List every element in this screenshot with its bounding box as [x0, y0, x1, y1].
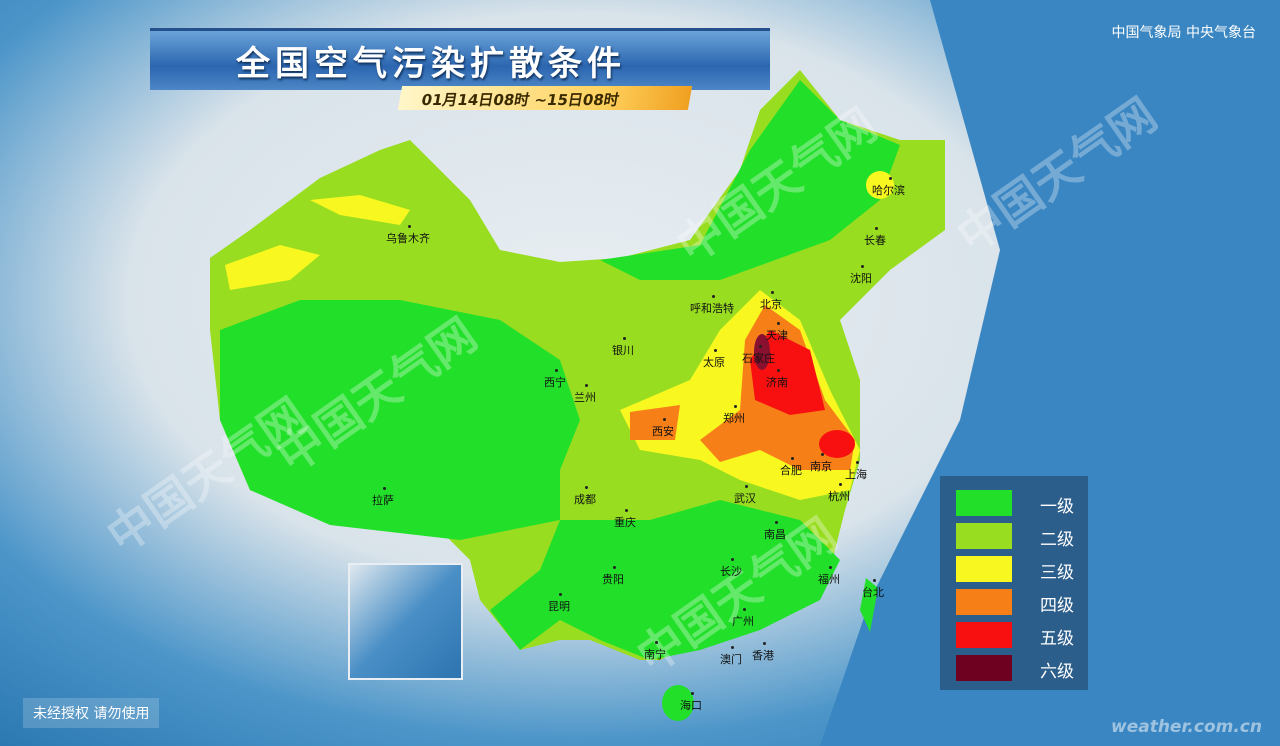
- city-label: 南京: [810, 453, 832, 473]
- legend-item: 二级: [956, 523, 1086, 550]
- city-label: 天津: [766, 322, 788, 342]
- legend-label: 一级: [1040, 497, 1074, 517]
- page-title: 全国空气污染扩散条件: [236, 44, 626, 84]
- region-level5-nanjing: [819, 430, 855, 458]
- city-label: 贵阳: [602, 566, 624, 586]
- city-label: 西安: [652, 418, 674, 438]
- region-level6: [754, 334, 770, 370]
- city-label: 澳门: [720, 646, 742, 666]
- city-label: 成都: [574, 486, 596, 506]
- city-label: 石家庄: [742, 345, 775, 365]
- city-label: 长春: [864, 227, 886, 247]
- legend-item: 六级: [956, 655, 1086, 682]
- region-level3-w: [225, 245, 320, 290]
- city-label: 沈阳: [850, 265, 872, 285]
- city-label: 重庆: [614, 509, 636, 529]
- city-label: 台北: [862, 579, 884, 599]
- site-watermark: weather.com.cn: [1111, 717, 1262, 737]
- city-label: 香港: [752, 642, 774, 662]
- legend-item: 三级: [956, 556, 1086, 583]
- legend-item: 五级: [956, 622, 1086, 649]
- city-label: 呼和浩特: [690, 295, 734, 315]
- city-label: 银川: [612, 337, 634, 357]
- city-label: 福州: [818, 566, 840, 586]
- legend-swatch: [956, 655, 1012, 681]
- region-level1-south: [490, 500, 840, 660]
- city-label: 长沙: [720, 558, 742, 578]
- city-label: 南宁: [644, 641, 666, 661]
- city-label: 乌鲁木齐: [386, 225, 430, 245]
- region-level3-nw: [310, 195, 410, 225]
- title-banner: [150, 28, 770, 90]
- legend-swatch: [956, 523, 1012, 549]
- legend-swatch: [956, 589, 1012, 615]
- city-label: 广州: [732, 608, 754, 628]
- legend-label: 六级: [1040, 662, 1074, 682]
- taiwan: [860, 578, 878, 632]
- city-label: 武汉: [734, 485, 756, 505]
- legend-label: 三级: [1040, 563, 1074, 583]
- city-label: 郑州: [723, 405, 745, 425]
- city-label: 拉萨: [372, 487, 394, 507]
- city-label: 上海: [845, 461, 867, 481]
- region-level1-west: [220, 300, 580, 540]
- legend: 一级二级三级四级五级六级: [940, 476, 1088, 690]
- date-range: 01月14日08时 ~15日08时: [397, 86, 693, 110]
- city-label: 济南: [766, 369, 788, 389]
- legend-label: 四级: [1040, 596, 1074, 616]
- copyright-notice: 未经授权 请勿使用: [23, 698, 160, 728]
- city-label: 哈尔滨: [872, 177, 905, 197]
- south-china-sea-inset: [348, 563, 463, 680]
- city-label: 兰州: [574, 384, 596, 404]
- legend-item: 四级: [956, 589, 1086, 616]
- legend-swatch: [956, 556, 1012, 582]
- region-level3-ne: [866, 171, 894, 199]
- city-label: 昆明: [548, 593, 570, 613]
- city-label: 北京: [760, 291, 782, 311]
- agency-label: 中国气象局 中央气象台: [1111, 25, 1256, 41]
- city-label: 杭州: [828, 483, 850, 503]
- city-label: 南昌: [764, 521, 786, 541]
- region-level4-xian: [630, 405, 680, 440]
- legend-label: 二级: [1040, 530, 1074, 550]
- legend-item: 一级: [956, 490, 1086, 517]
- hainan: [662, 685, 694, 721]
- legend-swatch: [956, 622, 1012, 648]
- city-label: 海口: [680, 692, 702, 712]
- city-label: 太原: [703, 349, 725, 369]
- ocean-east: [820, 0, 1280, 746]
- region-level1-north: [600, 80, 900, 280]
- city-label: 西宁: [544, 369, 566, 389]
- legend-label: 五级: [1040, 629, 1074, 649]
- city-label: 合肥: [780, 457, 802, 477]
- legend-swatch: [956, 490, 1012, 516]
